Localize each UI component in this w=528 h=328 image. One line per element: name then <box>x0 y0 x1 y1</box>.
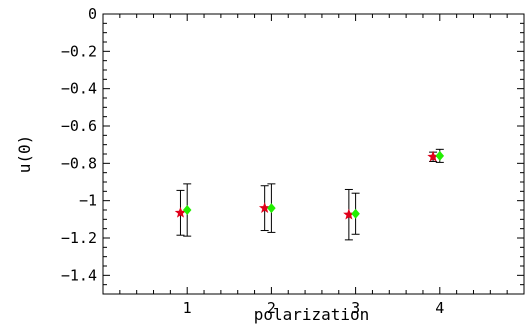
y-tick-label: −0.6 <box>61 117 97 135</box>
x-tick-label: 1 <box>183 299 192 317</box>
x-axis-title: polarization <box>254 305 370 324</box>
diamond-marker <box>351 208 360 219</box>
data-point <box>174 189 187 236</box>
x-tick-label: 3 <box>351 299 360 317</box>
data-point <box>435 148 445 163</box>
y-tick-label: −0.4 <box>61 80 97 98</box>
star-marker <box>343 208 355 220</box>
y-tick-label: −1 <box>79 192 97 210</box>
star-marker <box>427 150 439 162</box>
x-tick-label: 2 <box>267 299 276 317</box>
diamond-marker <box>435 150 445 161</box>
data-point <box>351 192 360 235</box>
star-marker <box>174 206 187 218</box>
data-point <box>258 185 271 232</box>
data-point <box>267 183 276 233</box>
data-point <box>343 188 355 241</box>
y-tick-label: 0 <box>88 5 97 23</box>
data-point <box>427 150 439 162</box>
y-tick-label: −1.4 <box>61 266 97 284</box>
y-tick-label: −0.2 <box>61 42 97 60</box>
y-tick-label: −0.8 <box>61 154 97 172</box>
plot-frame <box>102 13 525 295</box>
diamond-marker <box>267 203 276 214</box>
data-point <box>182 183 192 237</box>
diamond-marker <box>182 205 192 215</box>
x-tick-label: 4 <box>435 299 444 317</box>
star-marker <box>258 202 271 213</box>
y-axis-title: u(0) <box>15 135 34 174</box>
y-tick-label: −1.2 <box>61 229 97 247</box>
